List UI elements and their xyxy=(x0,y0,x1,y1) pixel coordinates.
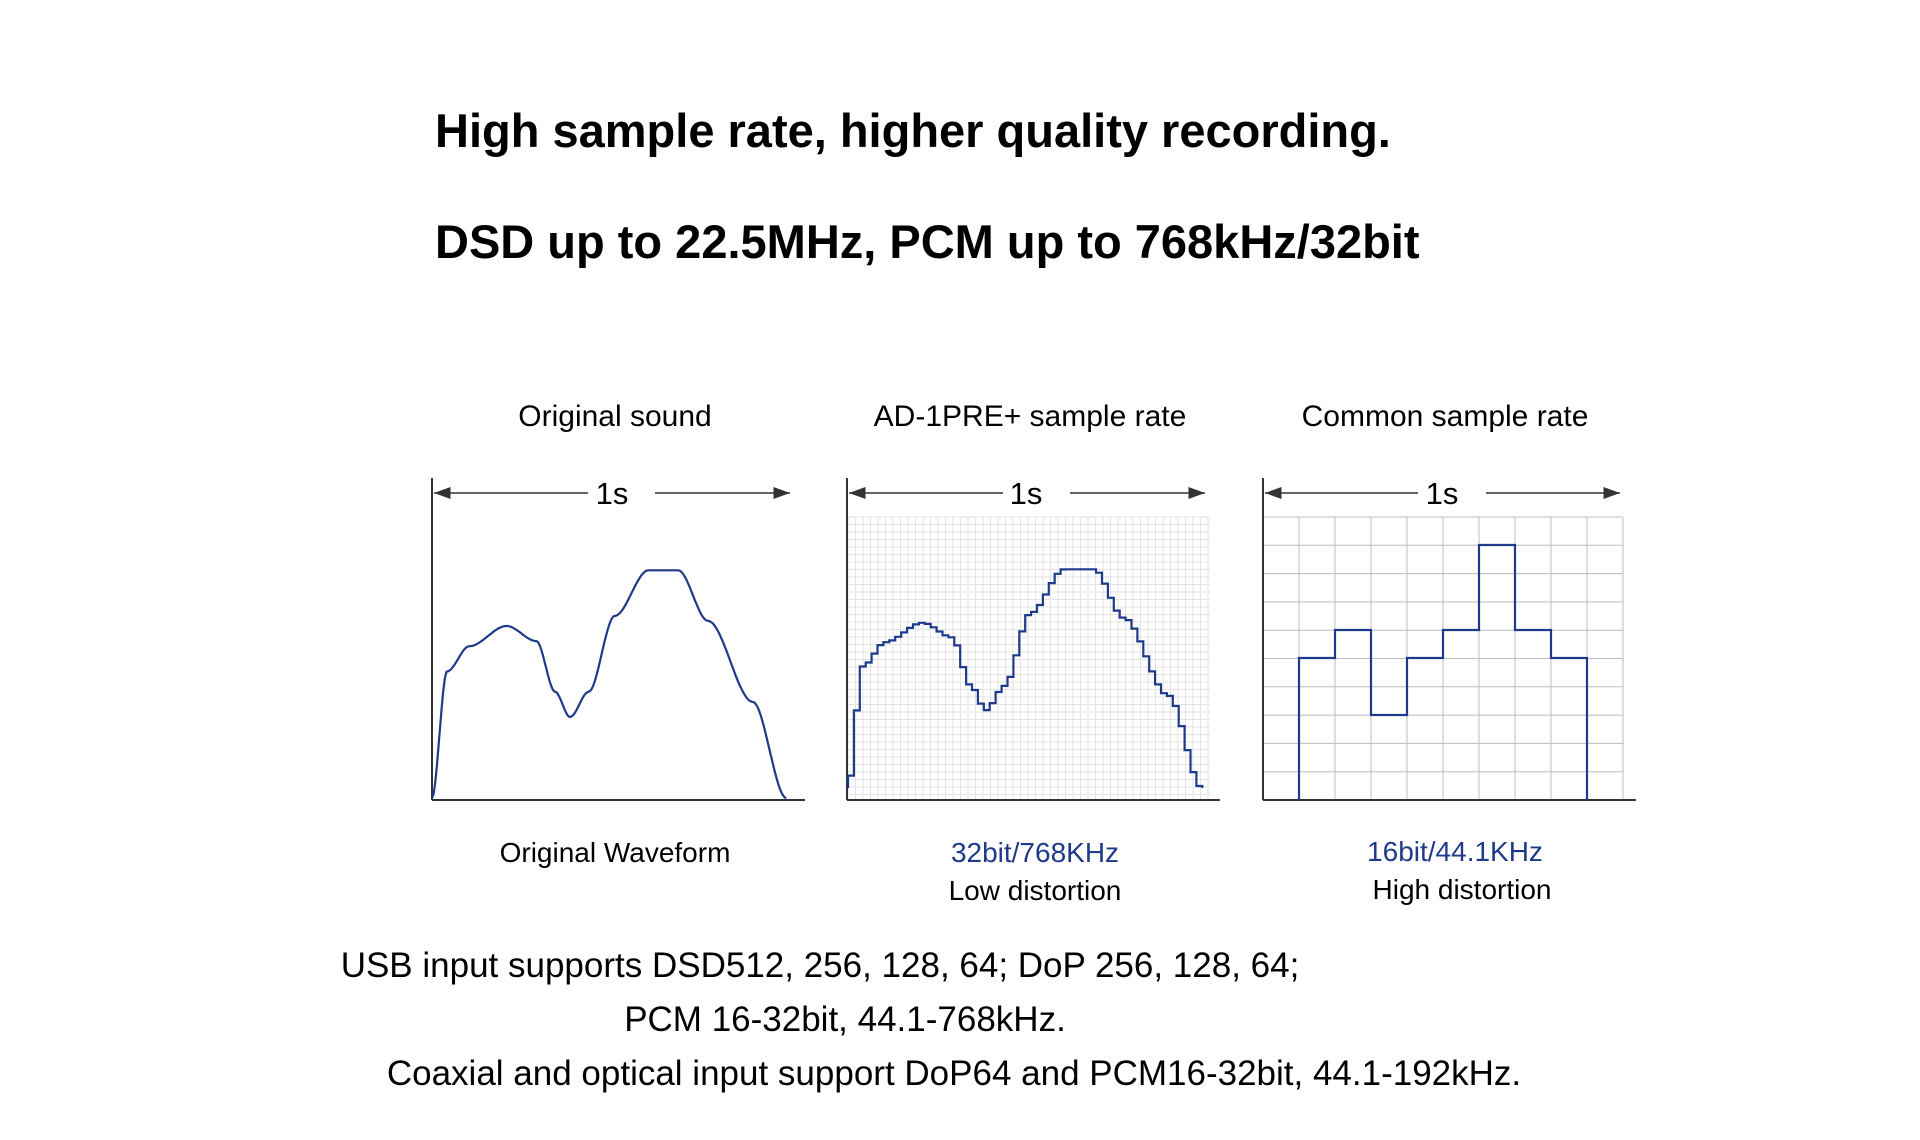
caption-common-spec: 16bit/44.1KHz xyxy=(1367,836,1543,867)
caption-ad1pre-distortion: Low distortion xyxy=(948,875,1122,906)
coarse-stepped-waveform xyxy=(1297,543,1589,800)
panel-title-common: Common sample rate xyxy=(1301,400,1589,433)
fine-stepped-waveform xyxy=(846,568,1204,788)
footer-line-3: Coaxial and optical input support DoP64 … xyxy=(386,1054,1522,1093)
panel-title-original: Original sound xyxy=(518,400,712,433)
panel-ad1pre: 1s xyxy=(846,476,1220,801)
headline: High sample rate, higher quality recordi… xyxy=(435,104,1391,157)
panel-original: 1s xyxy=(430,476,805,801)
duration-label: 1s xyxy=(1426,476,1459,511)
duration-label: 1s xyxy=(1010,476,1043,511)
fine-grid xyxy=(847,516,1210,800)
caption-common-distortion: High distortion xyxy=(1372,874,1552,905)
panel-common: 1s xyxy=(1262,476,1636,801)
caption-original: Original Waveform xyxy=(499,837,731,868)
duration-label: 1s xyxy=(596,476,629,511)
subheadline: DSD up to 22.5MHz, PCM up to 768kHz/32bi… xyxy=(435,215,1420,268)
footer-line-2: PCM 16-32bit, 44.1-768kHz. xyxy=(624,1000,1066,1039)
footer-line-1: USB input supports DSD512, 256, 128, 64;… xyxy=(340,946,1300,985)
caption-ad1pre-spec: 32bit/768KHz xyxy=(950,837,1120,868)
original-waveform xyxy=(430,569,787,800)
panel-title-ad1pre: AD-1PRE+ sample rate xyxy=(873,400,1187,433)
